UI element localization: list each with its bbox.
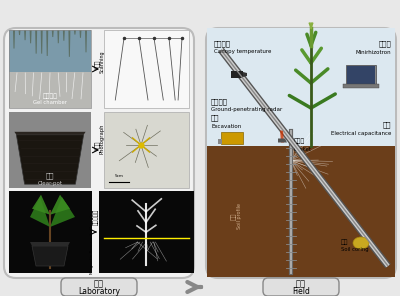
Polygon shape bbox=[14, 132, 86, 135]
Polygon shape bbox=[46, 30, 48, 56]
Bar bbox=[99, 191, 194, 273]
Text: Photograph: Photograph bbox=[100, 123, 104, 154]
Polygon shape bbox=[80, 30, 82, 38]
Bar bbox=[343, 84, 379, 88]
Text: 探地雷达: 探地雷达 bbox=[211, 99, 228, 105]
Text: Laboratory: Laboratory bbox=[78, 287, 120, 295]
Polygon shape bbox=[85, 30, 87, 52]
Polygon shape bbox=[231, 71, 243, 78]
Bar bbox=[104, 112, 189, 188]
Bar bbox=[9, 112, 91, 188]
Ellipse shape bbox=[353, 237, 369, 249]
Text: 电容: 电容 bbox=[382, 122, 391, 128]
FancyBboxPatch shape bbox=[206, 28, 396, 278]
Polygon shape bbox=[68, 30, 70, 57]
Bar bbox=[9, 72, 91, 108]
Text: 5cm: 5cm bbox=[114, 174, 124, 178]
Polygon shape bbox=[280, 131, 284, 142]
FancyBboxPatch shape bbox=[61, 278, 137, 296]
Polygon shape bbox=[63, 30, 65, 41]
Bar bbox=[218, 139, 222, 144]
Polygon shape bbox=[52, 30, 54, 37]
Text: Clear-pot: Clear-pot bbox=[38, 181, 62, 186]
Text: Field: Field bbox=[292, 287, 310, 295]
Bar bbox=[221, 131, 243, 144]
Polygon shape bbox=[30, 242, 70, 246]
Text: 凝胶腔室: 凝胶腔室 bbox=[42, 93, 58, 99]
Text: Excavation: Excavation bbox=[211, 123, 241, 128]
Text: 拍照: 拍照 bbox=[95, 141, 101, 148]
Text: 磁共振成像: 磁共振成像 bbox=[93, 209, 99, 225]
Text: Soil profile: Soil profile bbox=[238, 203, 242, 229]
Polygon shape bbox=[18, 30, 20, 35]
FancyBboxPatch shape bbox=[4, 28, 194, 278]
Bar bbox=[104, 30, 189, 108]
Polygon shape bbox=[13, 30, 15, 49]
Polygon shape bbox=[16, 135, 84, 184]
Polygon shape bbox=[32, 246, 68, 266]
Text: 剰面: 剰面 bbox=[231, 212, 237, 220]
Text: 小篹子: 小篹子 bbox=[294, 139, 305, 144]
Text: Gel chamber: Gel chamber bbox=[33, 101, 67, 105]
Polygon shape bbox=[35, 30, 37, 54]
Polygon shape bbox=[30, 30, 32, 43]
Polygon shape bbox=[243, 72, 247, 77]
Bar bbox=[9, 30, 91, 73]
Polygon shape bbox=[278, 139, 287, 142]
Text: Magnetic Resonance Imaging: Magnetic Resonance Imaging bbox=[90, 210, 94, 274]
Text: 扫描: 扫描 bbox=[95, 59, 101, 67]
Polygon shape bbox=[74, 30, 76, 35]
Polygon shape bbox=[50, 195, 70, 215]
Polygon shape bbox=[32, 195, 50, 215]
Text: Electrical capacitance: Electrical capacitance bbox=[331, 131, 391, 136]
Text: Canopy temperature: Canopy temperature bbox=[214, 49, 271, 54]
Text: Scanning: Scanning bbox=[100, 50, 104, 73]
Polygon shape bbox=[24, 30, 26, 40]
Bar bbox=[207, 146, 395, 277]
Bar bbox=[346, 65, 376, 85]
Text: Basket: Basket bbox=[294, 147, 312, 152]
Polygon shape bbox=[30, 197, 50, 227]
Text: Ground-penetrating radar: Ground-penetrating radar bbox=[211, 107, 282, 112]
Bar bbox=[207, 28, 395, 146]
Text: 土屌: 土屌 bbox=[341, 239, 348, 245]
Text: 室内: 室内 bbox=[94, 279, 104, 289]
Text: 田间: 田间 bbox=[296, 279, 306, 289]
Bar bbox=[347, 66, 375, 84]
Text: 冠层温度: 冠层温度 bbox=[214, 41, 231, 47]
Text: Soil coring: Soil coring bbox=[341, 247, 369, 252]
Bar bbox=[9, 191, 92, 273]
Text: 净盆: 净盆 bbox=[46, 173, 54, 179]
Text: 微根管: 微根管 bbox=[378, 41, 391, 47]
Text: Minirhizotron: Minirhizotron bbox=[355, 49, 391, 54]
Polygon shape bbox=[57, 30, 59, 43]
Polygon shape bbox=[50, 197, 75, 227]
Text: 挨掛: 挨掛 bbox=[211, 115, 220, 121]
Bar bbox=[9, 30, 91, 108]
FancyBboxPatch shape bbox=[263, 278, 339, 296]
Polygon shape bbox=[41, 30, 43, 54]
